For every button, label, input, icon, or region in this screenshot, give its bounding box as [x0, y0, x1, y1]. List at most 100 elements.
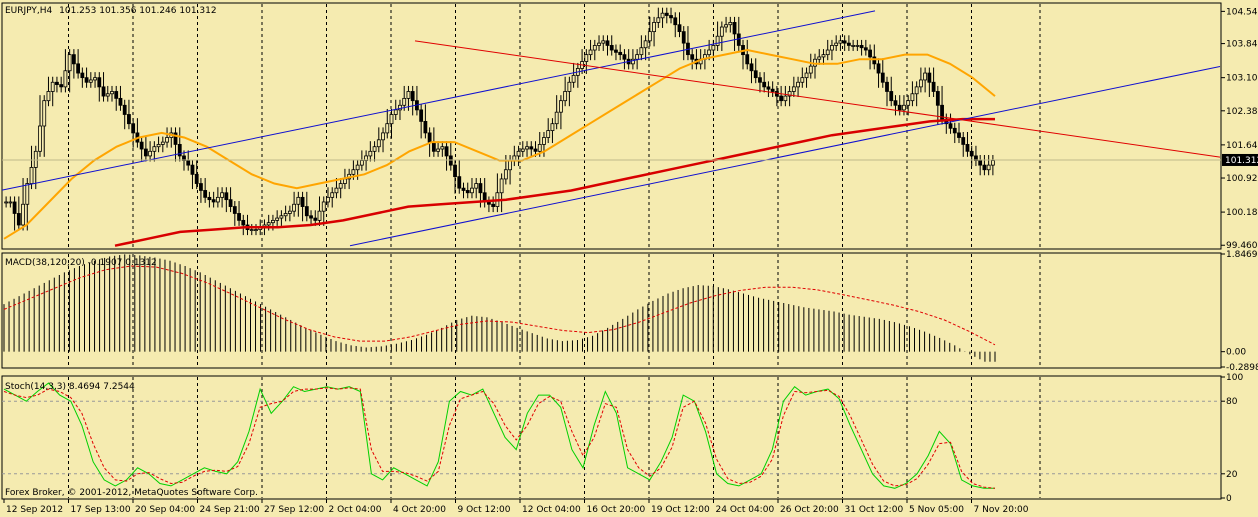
x-tick-label: 5 Nov 05:00 — [909, 505, 964, 515]
candle-body — [724, 24, 728, 28]
candle-body — [770, 88, 775, 92]
candle-body — [160, 141, 165, 145]
candle-body — [656, 17, 661, 23]
candle-body — [554, 111, 559, 125]
candle-body — [605, 40, 610, 46]
candle-body — [584, 54, 589, 62]
stoch-panel — [1, 375, 1222, 500]
macd-title: MACD(38,120,20) -0.1907 0.1312 — [5, 258, 157, 268]
candle-body — [491, 203, 496, 207]
candle-body — [910, 93, 915, 102]
candle-body — [287, 210, 292, 214]
candle-body — [148, 150, 153, 157]
candle-body — [139, 141, 144, 150]
candle-body — [745, 54, 750, 65]
candle-body — [842, 40, 847, 44]
candle-body — [448, 155, 453, 166]
candle-body — [537, 144, 542, 152]
candle-body — [266, 222, 271, 226]
candle-body — [29, 167, 34, 184]
candle-body — [948, 123, 953, 129]
candle-body — [16, 213, 21, 226]
candle-body — [21, 203, 25, 226]
candle-body — [982, 164, 987, 171]
candle-body — [50, 81, 55, 92]
candle-body — [338, 183, 343, 189]
candle-body — [838, 40, 843, 44]
candle-body — [190, 164, 195, 175]
candle-body — [292, 203, 297, 212]
candle-body — [880, 72, 885, 83]
macd-layer — [3, 254, 996, 362]
price-y-label: 103.840 — [1226, 40, 1258, 50]
candle-body — [127, 114, 131, 125]
price-y-label: 100.180 — [1226, 208, 1258, 218]
candle-body — [711, 45, 716, 51]
x-tick-label: 24 Sep 21:00 — [200, 505, 260, 515]
candle-body — [156, 144, 161, 148]
candle-body — [224, 192, 229, 201]
candle-body — [177, 144, 182, 157]
candle-body — [825, 49, 830, 56]
candle-body — [402, 97, 407, 106]
current-price-label: 101.312 — [1225, 156, 1258, 166]
candle-body — [279, 215, 284, 219]
candle-body — [499, 178, 504, 194]
candle-body — [46, 91, 51, 102]
candle-body — [453, 164, 457, 178]
candle-body — [313, 217, 318, 221]
moving-average-fast — [3, 48, 996, 240]
candle-body — [918, 79, 923, 88]
candle-body — [639, 47, 644, 56]
candle-body — [863, 47, 868, 51]
candle-body — [254, 229, 258, 231]
stoch-y-label: 80 — [1226, 397, 1238, 407]
candle-body — [868, 49, 872, 58]
candle-body — [664, 12, 669, 16]
candle-body — [110, 91, 114, 95]
candle-body — [211, 199, 216, 203]
candle-body — [364, 155, 368, 161]
x-tick-label: 12 Oct 04:00 — [522, 505, 581, 515]
candle-body — [571, 74, 576, 83]
candle-body — [567, 81, 572, 92]
price-y-label: 101.640 — [1226, 141, 1258, 151]
stoch-title: Stoch(14,3,3) 8.4694 7.2544 — [5, 382, 135, 392]
candle-body — [677, 24, 682, 33]
x-tick-label: 26 Oct 20:00 — [780, 505, 839, 515]
candle-body — [8, 201, 13, 204]
candle-body — [927, 72, 932, 83]
candle-body — [631, 58, 635, 65]
candle-body — [961, 137, 966, 145]
candle-body — [652, 22, 656, 33]
candle-body — [906, 100, 911, 106]
candle-body — [343, 178, 347, 184]
candle-body — [97, 77, 102, 88]
candle-body — [317, 210, 322, 221]
candle-body — [105, 93, 110, 97]
candle-body — [25, 183, 30, 205]
candle-body — [84, 77, 89, 83]
x-tick-label: 9 Oct 12:00 — [458, 505, 511, 515]
candle-body — [359, 160, 364, 166]
candle-body — [118, 97, 123, 106]
candle-body — [732, 22, 737, 35]
candle-body — [385, 123, 390, 134]
candle-body — [681, 31, 686, 44]
x-tick-label: 27 Sep 12:00 — [264, 505, 324, 515]
candle-body — [821, 54, 826, 58]
x-tick-label: 24 Oct 04:00 — [716, 505, 775, 515]
candle-body — [952, 127, 957, 134]
candle-body — [719, 26, 724, 37]
candle-body — [63, 70, 68, 88]
candle-body — [427, 132, 432, 143]
candle-body — [914, 86, 919, 95]
candle-body — [525, 146, 529, 150]
candle-body — [33, 150, 38, 168]
candle-body — [817, 56, 822, 60]
candle-body — [808, 65, 813, 74]
candle-body — [474, 183, 479, 189]
candle-body — [93, 77, 97, 81]
candle-body — [622, 54, 627, 60]
candle-body — [957, 132, 961, 138]
